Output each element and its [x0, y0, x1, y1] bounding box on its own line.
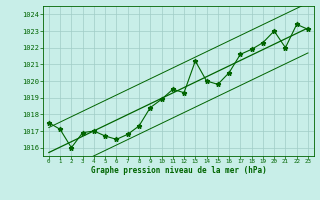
- X-axis label: Graphe pression niveau de la mer (hPa): Graphe pression niveau de la mer (hPa): [91, 166, 266, 175]
